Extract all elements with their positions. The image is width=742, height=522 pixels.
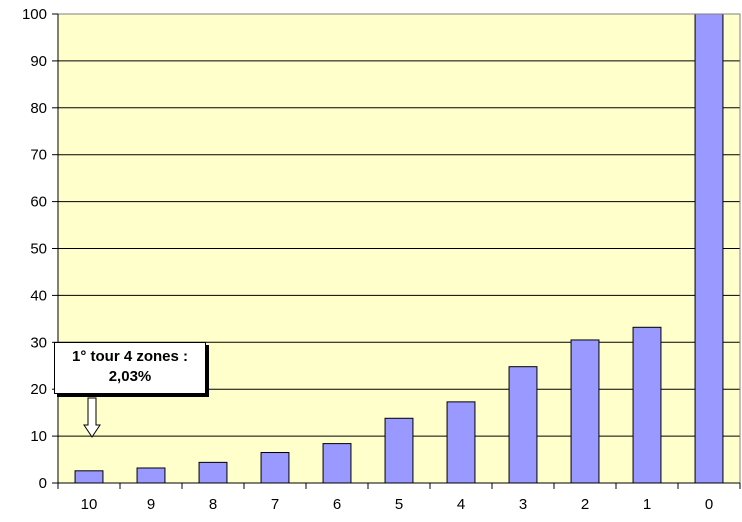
x-tick-label: 10 <box>81 496 98 513</box>
callout-arrow-icon <box>83 397 101 438</box>
bar-7 <box>260 452 290 484</box>
y-tick-label: 90 <box>30 53 47 70</box>
annotation-callout: 1° tour 4 zones : 2,03% <box>54 342 206 394</box>
down-arrow-icon <box>83 397 101 438</box>
x-tick-label: 7 <box>271 496 279 513</box>
y-tick-label: 20 <box>30 381 47 398</box>
y-tick-label: 40 <box>30 287 47 304</box>
x-tick-label: 8 <box>209 496 217 513</box>
bar-8 <box>198 461 228 484</box>
x-tick-label: 3 <box>519 496 527 513</box>
y-tick-label: 100 <box>22 6 47 23</box>
y-axis-ticks: 0 10 20 30 40 50 60 70 80 90 100 <box>22 6 58 492</box>
y-tick-label: 0 <box>39 475 47 492</box>
x-tick-label: 4 <box>457 496 465 513</box>
x-tick-label: 9 <box>147 496 155 513</box>
y-tick-label: 50 <box>30 241 47 258</box>
y-tick-label: 30 <box>30 334 47 351</box>
bars <box>74 13 724 484</box>
y-tick-label: 60 <box>30 194 47 211</box>
y-tick-label: 10 <box>30 428 47 445</box>
bar-3 <box>508 366 538 484</box>
bar-5 <box>384 417 414 484</box>
y-tick-label: 80 <box>30 100 47 117</box>
x-tick-label: 2 <box>581 496 589 513</box>
bar-1 <box>632 326 662 484</box>
x-tick-label: 6 <box>333 496 341 513</box>
bar-2 <box>570 339 600 484</box>
bar-9 <box>136 467 166 484</box>
x-axis-ticks: 10 9 8 7 6 5 4 3 2 1 0 <box>57 483 741 513</box>
x-tick-label: 1 <box>643 496 651 513</box>
bar-0 <box>694 13 724 484</box>
bar-6 <box>322 443 352 484</box>
x-tick-label: 0 <box>705 496 713 513</box>
annotation-line-1: 1° tour 4 zones : <box>71 348 188 365</box>
bar-10 <box>74 470 104 484</box>
y-tick-label: 70 <box>30 147 47 164</box>
bar-4 <box>446 401 476 484</box>
annotation-line-2: 2,03% <box>108 368 152 385</box>
x-tick-label: 5 <box>395 496 403 513</box>
